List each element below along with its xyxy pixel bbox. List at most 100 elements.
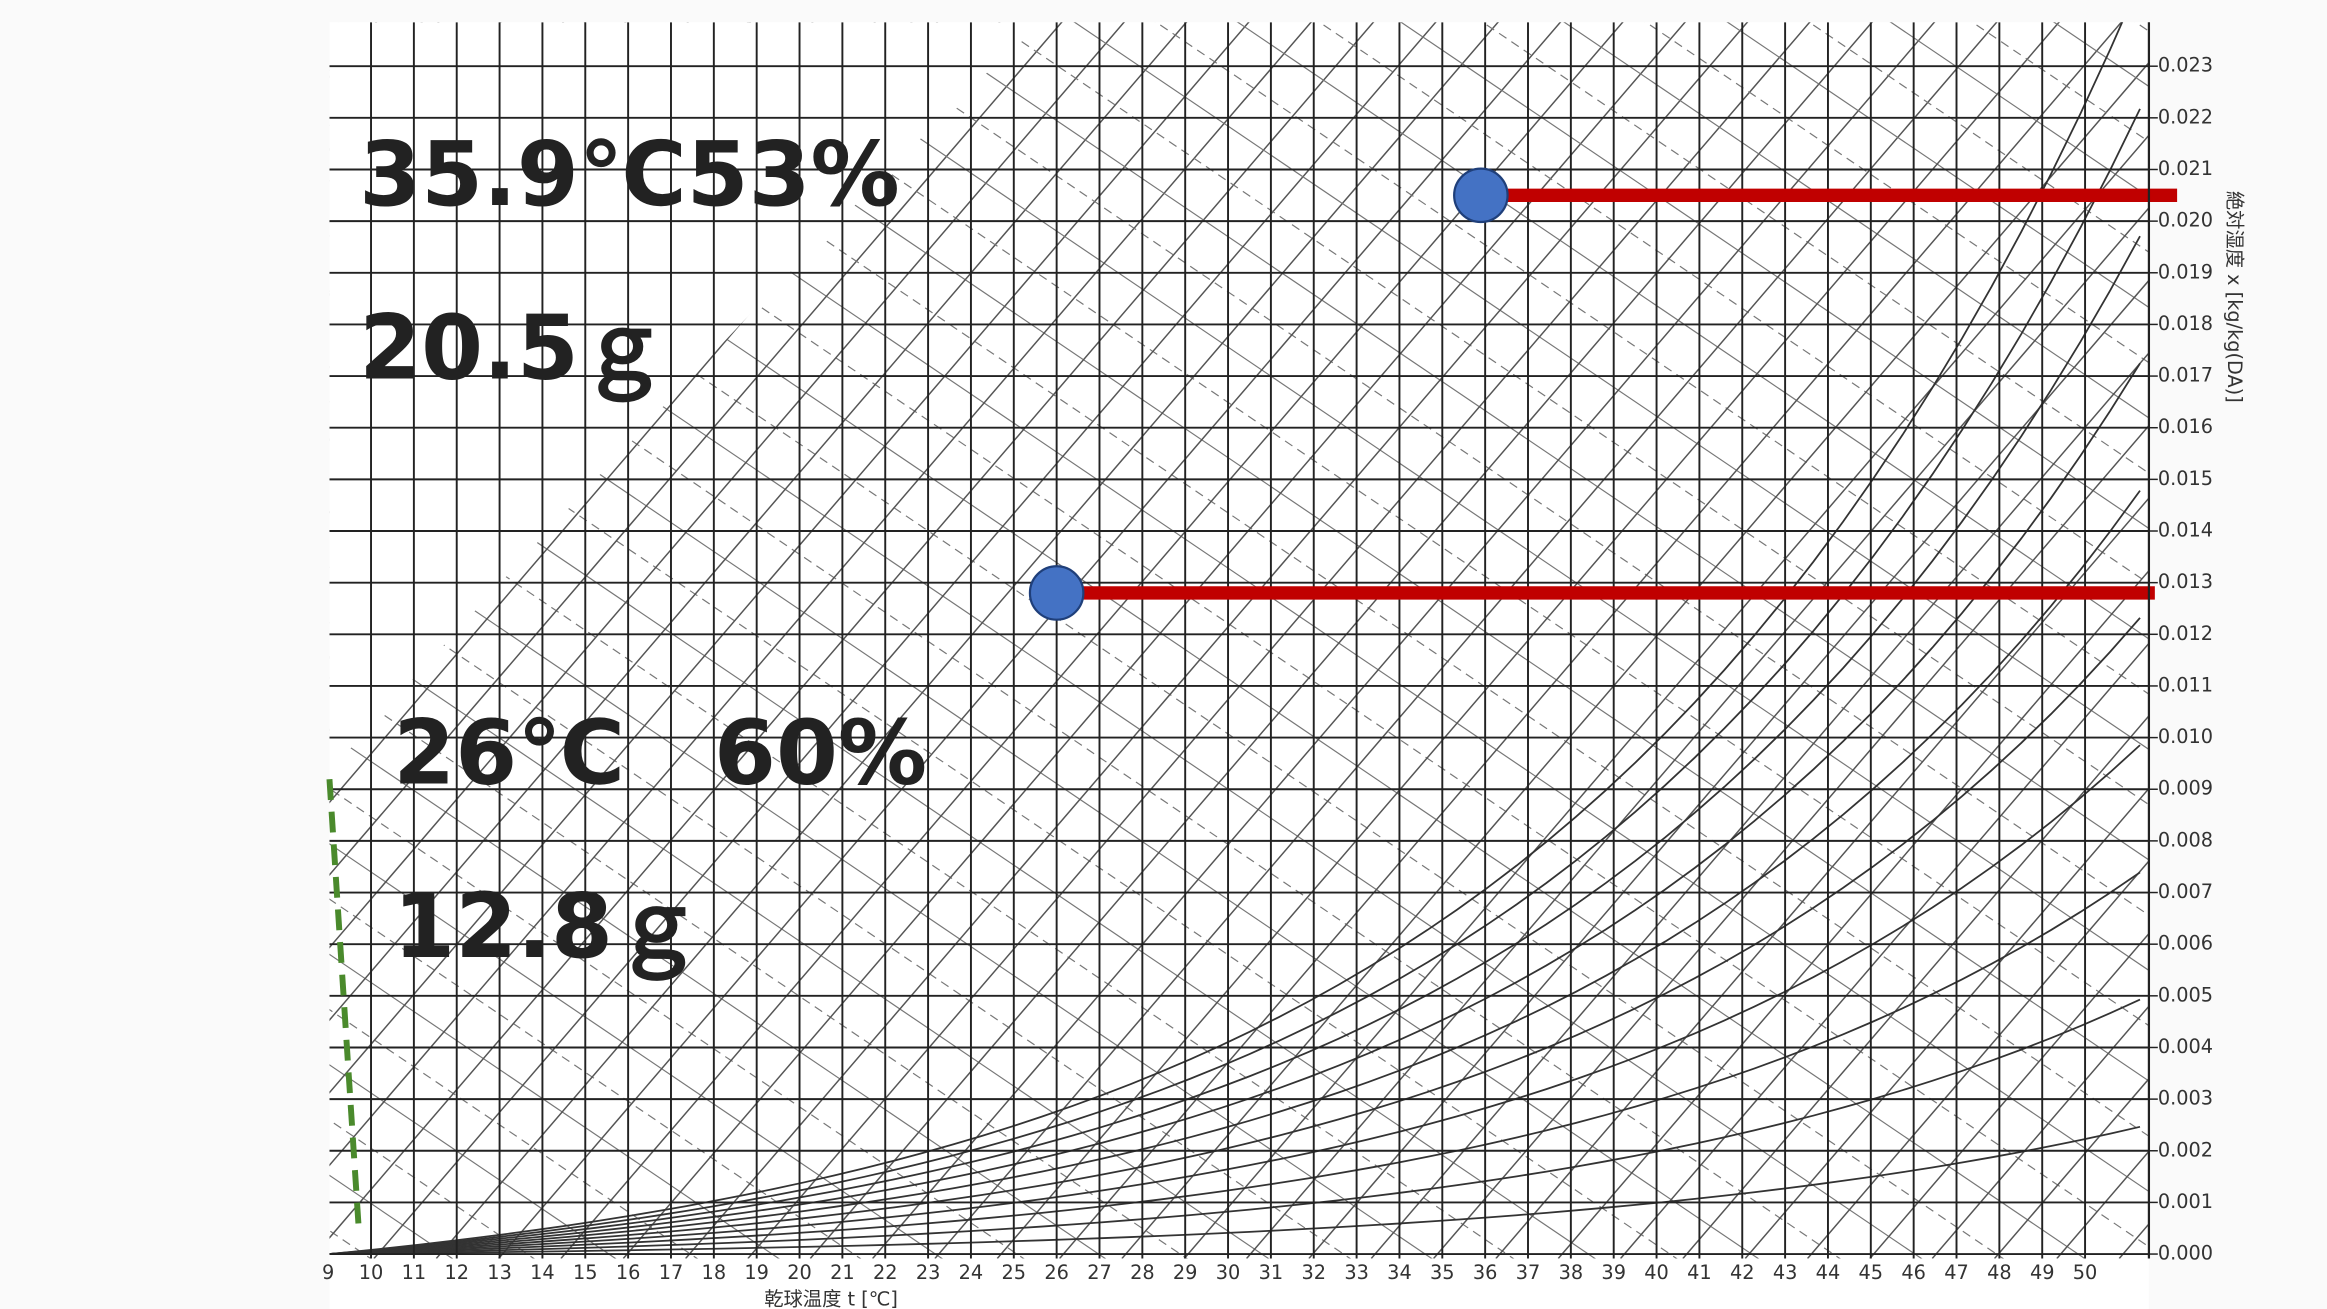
annotation: 26℃ 60% [393,701,927,805]
y-tick-label: 0.019 [2158,260,2213,283]
x-tick-label: 24 [959,1261,984,1284]
wet-bulb-line [329,456,1515,1259]
x-tick-label: 48 [1987,1261,2012,1284]
x-tick-label: 26 [1044,1261,1069,1284]
wet-bulb-line [329,843,944,1259]
wet-bulb-line [329,511,1433,1259]
enthalpy-line [1183,134,2149,1259]
x-tick-label: 40 [1644,1261,1669,1284]
y-tick-label: 0.012 [2158,622,2213,645]
x-tick-label: 17 [659,1261,684,1284]
x-tick-label: 9 [322,1261,334,1284]
x-tick-label: 37 [1516,1261,1541,1284]
wet-bulb-line [910,22,2149,861]
x-tick-label: 44 [1816,1261,1841,1284]
enthalpy-line [934,22,1998,1259]
enthalpy-line [872,22,1936,1259]
wet-bulb-line [329,732,1107,1259]
y-tick-label: 0.001 [2158,1190,2213,1213]
point [1028,565,1085,621]
wet-bulb-line [329,290,1760,1259]
wet-bulb-line [329,953,780,1259]
x-tick-label: 16 [616,1261,641,1284]
dashed-marker [326,778,363,1235]
y-tick-label: 0.010 [2158,725,2213,748]
x-tick-label: 15 [573,1261,598,1284]
y-tick-label: 0.023 [2158,54,2213,77]
x-tick-label: 21 [830,1261,855,1284]
enthalpy-line [1744,787,2149,1259]
enthalpy-line [1495,497,2149,1259]
y-tick-label: 0.007 [2158,880,2213,903]
wet-bulb-line [2185,0,2327,1306]
y-tick-label: 0.006 [2158,932,2213,955]
enthalpy-line [0,0,276,1259]
x-tick-label: 28 [1130,1261,1155,1284]
y-tick-label: 0.021 [2158,157,2213,180]
rh-curve [329,22,2124,1255]
wet-bulb-line [747,22,2149,972]
grid [329,22,2149,1259]
unsaturated-region [329,22,1039,772]
rh-curve [329,490,2141,1255]
wet-bulb-line [0,0,33,1306]
enthalpy-line [1370,351,2149,1259]
y-tick-label: 0.018 [2158,312,2213,335]
x-tick-label: 27 [1087,1261,1112,1284]
y-tick-label: 0.013 [2158,570,2213,593]
point [1453,167,1509,224]
wet-bulb-line [1400,22,2149,530]
y-tick-label: 0.011 [2158,673,2213,696]
x-tick-label: 29 [1173,1261,1198,1284]
rh-curve [329,235,2141,1255]
x-axis-label: 乾球温度 t [℃] [764,1288,898,1309]
marks [1028,167,2178,621]
y-tick-label: 0.020 [2158,209,2213,232]
y-tick-label: 0.005 [2158,983,2213,1006]
enthalpy-line [2306,0,2327,1259]
x-tick-label: 25 [1002,1261,1027,1284]
annotation: 12.8ｇ [393,874,702,981]
x-tick-label: 41 [1687,1261,1712,1284]
annotation: 20.5ｇ [359,295,668,402]
x-tick-label: 32 [1301,1261,1326,1284]
wet-bulb-line [828,22,2149,916]
x-tick-label: 12 [444,1261,469,1284]
enthalpy-line [0,0,27,1259]
enthalpy-line [1682,714,2149,1259]
wet-bulb-line [0,0,114,1306]
wet-bulb-line [329,401,1597,1259]
wet-bulb-line [0,0,359,1306]
wet-bulb-line [1481,22,2149,474]
rh-curve [329,998,2141,1255]
wet-bulb-line [1644,22,2149,364]
x-tick-label: 31 [1259,1261,1284,1284]
y-tick-label: 0.015 [2158,467,2213,490]
wet-bulb-line [1808,22,2149,253]
enthalpy-line [435,22,1499,1259]
enthalpy-line [329,22,1063,877]
y-tick-label: 0.008 [2158,828,2213,851]
x-tick-label: 50 [2073,1261,2098,1284]
x-tick-label: 33 [1344,1261,1369,1284]
x-tick-label: 38 [1559,1261,1584,1284]
x-tick-label: 14 [530,1261,555,1284]
wet-bulb-line [0,0,196,1306]
enthalpy-line [1620,642,2149,1259]
wet-bulb-line [2266,0,2327,1306]
enthalpy-line [373,22,1437,1259]
x-tick-label: 23 [916,1261,941,1284]
rh-curve [329,744,2141,1255]
y-axis-label: 絶対湿度 x [kg/kg(DA)] [2223,191,2246,403]
x-tick-label: 43 [1773,1261,1798,1284]
x-tick-label: 42 [1730,1261,1755,1284]
rh-curve [329,1125,2141,1255]
enthalpy-line [996,22,2060,1259]
x-tick-label: 22 [873,1261,898,1284]
wet-bulb-line [1563,22,2149,419]
enthalpy-line [329,22,1375,1239]
annotation: 35.9℃53% [359,122,900,226]
y-tick-label: 0.000 [2158,1242,2213,1265]
y-tick-label: 0.022 [2158,105,2213,128]
wet-bulb-line [329,235,1841,1259]
